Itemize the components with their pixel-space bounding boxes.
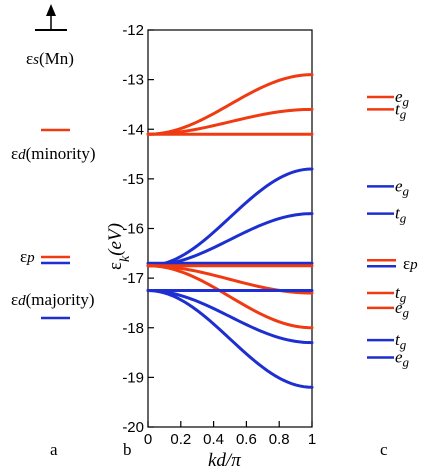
spin-up-arrow-icon: [46, 4, 56, 16]
dispersion-chart: -12 -13 -14 -15 -16 -17 -18 -19 -20 0 0.2 0.4 0.6 0.…: [105, 22, 316, 471]
y-tick-label: -19: [122, 369, 144, 386]
band-curve-red-1: [146, 73, 314, 136]
level-label-eg: eg: [395, 176, 410, 198]
x-tick-label: 1: [308, 431, 316, 448]
left-panel: εs(Mn) εd(minority) εp εd(majority): [11, 4, 96, 320]
y-tick-label: -18: [122, 320, 144, 337]
s-level-label: εs(Mn): [26, 49, 74, 68]
y-tick-label: -20: [122, 419, 144, 436]
x-tick-label: 0.6: [236, 431, 257, 448]
y-tick-label: -12: [122, 22, 144, 39]
panel-label-c: c: [380, 440, 388, 459]
y-tick-label: -17: [122, 270, 144, 287]
band-curve-blue-5: [146, 212, 314, 268]
level-label-p: εp: [403, 254, 418, 273]
x-axis-label: kd/π: [208, 450, 241, 471]
band-curve-blue-4: [146, 167, 314, 268]
level-label-tg: tg: [395, 204, 407, 226]
panel-label-b: b: [123, 440, 132, 459]
x-tick-label: 0: [144, 431, 152, 448]
x-tick-label: 0.8: [269, 431, 290, 448]
level-label-eg: eg: [395, 87, 410, 109]
band-curve-red-9: [146, 264, 314, 330]
level-label-tg: tg: [395, 99, 407, 121]
p-level-label: εp: [20, 247, 35, 266]
x-tick-label: 0.4: [203, 431, 224, 448]
y-axis-ticks: -12 -13 -14 -15 -16 -17 -18 -19 -20: [122, 22, 154, 436]
panel-label-a: a: [50, 440, 58, 459]
band-curve-blue-12: [146, 289, 314, 389]
level-label-eg: eg: [395, 298, 410, 320]
x-axis-ticks: 0 0.2 0.4 0.6 0.8 1: [144, 421, 316, 448]
y-tick-label: -14: [122, 121, 144, 138]
band-curve-blue-11: [146, 289, 314, 345]
y-axis-label: εk(eV): [105, 223, 133, 270]
d-minority-label: εd(minority): [11, 144, 96, 163]
level-label-tg: tg: [395, 330, 407, 352]
level-label-eg: eg: [395, 348, 410, 370]
level-label-tg: tg: [395, 283, 407, 305]
d-majority-label: εd(majority): [11, 290, 95, 309]
x-tick-label: 0.2: [170, 431, 191, 448]
band-curves: [146, 73, 314, 389]
y-tick-label: -16: [122, 221, 144, 238]
band-curve-red-2: [146, 107, 314, 136]
plot-frame: [147, 29, 313, 428]
y-tick-label: -13: [122, 72, 144, 89]
y-tick-label: -15: [122, 171, 144, 188]
